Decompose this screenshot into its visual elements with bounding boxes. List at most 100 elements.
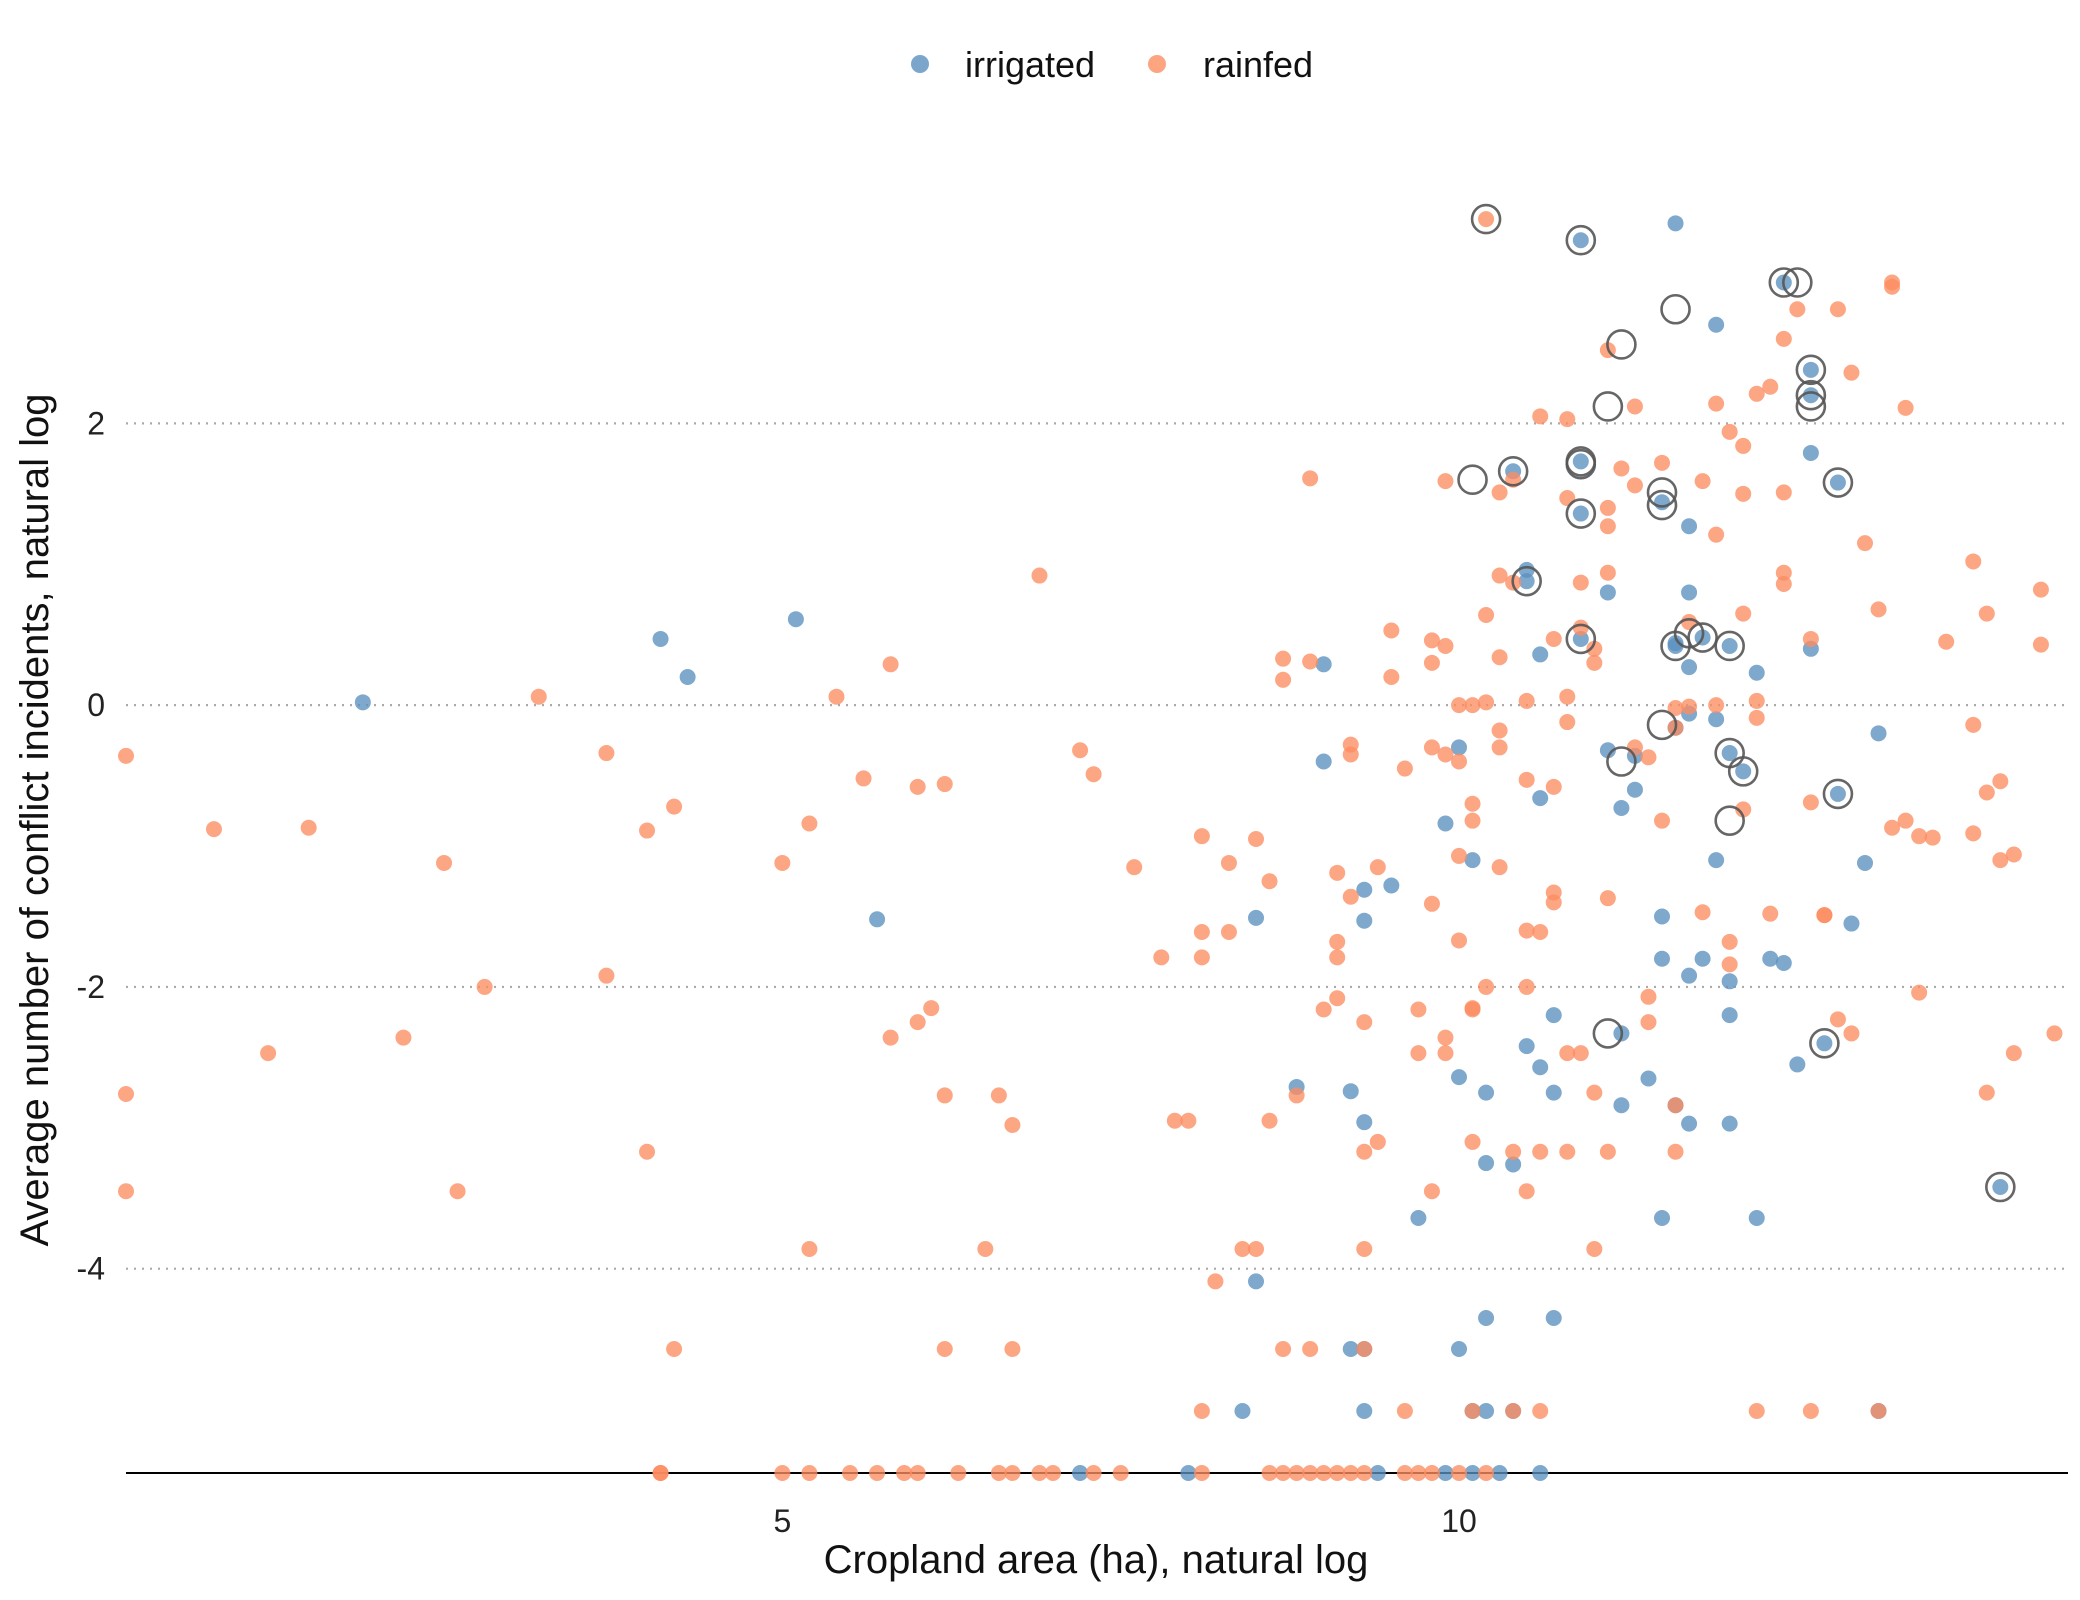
point-rainfed (1843, 364, 1860, 381)
point-rainfed (1599, 890, 1616, 907)
point-rainfed (449, 1183, 466, 1200)
point-rainfed (1342, 888, 1359, 905)
point-irrigated (1234, 1403, 1251, 1420)
point-rainfed (1478, 606, 1495, 623)
point-rainfed (598, 745, 615, 762)
point-rainfed (1423, 739, 1440, 756)
highlight-ring (1592, 391, 1624, 422)
point-rainfed (1721, 933, 1738, 950)
point-rainfed (1464, 795, 1481, 812)
point-rainfed (1383, 622, 1400, 639)
y-tick-label: 2 (87, 405, 105, 441)
point-rainfed (1356, 1240, 1373, 1257)
point-rainfed (1302, 470, 1319, 487)
point-rainfed (1626, 477, 1643, 494)
point-rainfed (774, 854, 791, 871)
highlight-ring (1687, 622, 1718, 653)
point-rainfed (1031, 567, 1048, 584)
point-irrigated (1721, 745, 1738, 762)
point-rainfed (1356, 1465, 1373, 1481)
point-rainfed (1559, 411, 1576, 428)
point-rainfed (1708, 697, 1725, 714)
x-axis-title: Cropland area (ha), natural log (824, 1538, 1369, 1582)
point-rainfed (1518, 692, 1535, 709)
point-rainfed (2032, 636, 2049, 653)
point-irrigated (1532, 790, 1549, 807)
point-irrigated (1572, 232, 1589, 249)
point-rainfed (1775, 564, 1792, 581)
highlight-ring (1646, 709, 1678, 741)
point-irrigated (1478, 1310, 1495, 1327)
point-rainfed (1004, 1465, 1021, 1481)
point-rainfed (1031, 1465, 1048, 1481)
point-rainfed (205, 821, 222, 838)
point-rainfed (1410, 1001, 1427, 1018)
point-rainfed (1518, 771, 1535, 788)
point-rainfed (1329, 1465, 1346, 1481)
point-irrigated (1545, 1310, 1562, 1327)
point-irrigated (1870, 725, 1887, 742)
point-irrigated (1829, 785, 1846, 802)
point-rainfed (1491, 739, 1508, 756)
point-irrigated (1816, 1035, 1833, 1052)
point-irrigated (1505, 1156, 1522, 1173)
point-rainfed (1261, 1112, 1278, 1129)
point-irrigated (1748, 664, 1765, 681)
point-irrigated (1735, 763, 1752, 780)
point-rainfed (1072, 742, 1089, 759)
point-rainfed (909, 778, 926, 795)
y-tick-label: 0 (87, 687, 105, 723)
point-irrigated (1342, 1341, 1359, 1358)
point-rainfed (1775, 575, 1792, 592)
point-rainfed (1735, 485, 1752, 502)
highlight-ring (1768, 267, 1800, 298)
point-rainfed (1505, 1143, 1522, 1160)
point-rainfed (118, 1183, 134, 1200)
point-rainfed (1248, 1240, 1265, 1257)
point-irrigated (1721, 973, 1738, 990)
point-rainfed (1383, 668, 1400, 685)
point-rainfed (1275, 1341, 1292, 1358)
point-irrigated (1342, 1083, 1359, 1100)
point-rainfed (1153, 949, 1170, 966)
point-rainfed (1261, 1465, 1278, 1481)
point-rainfed (1775, 330, 1792, 347)
highlight-ring (1606, 329, 1637, 360)
point-irrigated (1992, 1178, 2009, 1195)
point-irrigated (1654, 494, 1671, 511)
point-rainfed (598, 967, 615, 984)
legend-label-rainfed: rainfed (1203, 44, 1313, 85)
point-rainfed (1681, 614, 1698, 631)
point-rainfed (1193, 828, 1210, 845)
point-irrigated (1072, 1465, 1089, 1481)
point-rainfed (936, 1087, 953, 1104)
highlight-ring (1660, 293, 1691, 325)
point-rainfed (950, 1465, 967, 1481)
x-tick-label: 5 (773, 1503, 791, 1539)
point-rainfed (1599, 518, 1616, 535)
point-rainfed (1965, 825, 1982, 842)
point-rainfed (639, 1143, 656, 1160)
highlight-ring (1795, 391, 1827, 422)
point-irrigated (1721, 1007, 1738, 1024)
point-rainfed (1599, 564, 1616, 581)
point-rainfed (1559, 1045, 1576, 1062)
point-rainfed (1356, 1014, 1373, 1031)
point-rainfed (1532, 1143, 1549, 1160)
point-rainfed (1193, 1465, 1210, 1481)
point-irrigated (1248, 909, 1265, 926)
point-rainfed (1762, 905, 1779, 922)
point-rainfed (1532, 923, 1549, 940)
point-rainfed (1451, 697, 1468, 714)
point-rainfed (1572, 1045, 1589, 1062)
point-rainfed (1802, 1403, 1819, 1420)
highlight-ring (1565, 623, 1597, 655)
point-rainfed (1410, 1465, 1427, 1481)
point-rainfed (1721, 956, 1738, 973)
point-rainfed (1193, 1403, 1210, 1420)
highlight-ring (1565, 224, 1597, 256)
point-irrigated (1681, 967, 1698, 984)
point-rainfed (1329, 933, 1346, 950)
point-irrigated (1748, 1209, 1765, 1226)
point-irrigated (1762, 950, 1779, 967)
